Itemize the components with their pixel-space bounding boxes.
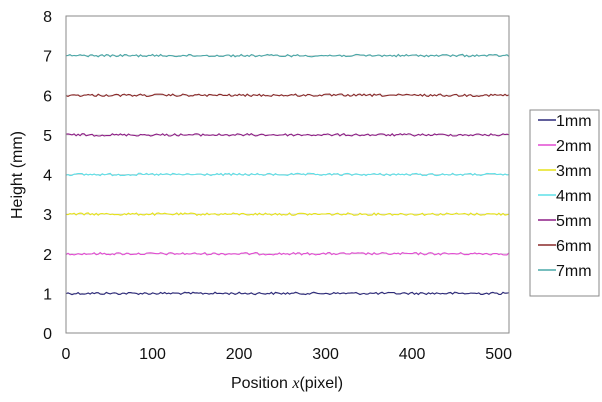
- y-tick-label: 6: [43, 88, 52, 105]
- legend-item-7mm: 7mm: [538, 263, 592, 280]
- plot-area-frame: [65, 15, 510, 334]
- x-tick-label: 300: [312, 346, 339, 363]
- legend-label: 1mm: [556, 113, 592, 130]
- series-line-7mm: [65, 53, 510, 58]
- legend-label: 5mm: [556, 213, 592, 230]
- legend-label: 4mm: [556, 188, 592, 205]
- x-tick-label: 100: [139, 346, 166, 363]
- legend-item-5mm: 5mm: [538, 213, 592, 230]
- y-tick-label: 3: [43, 207, 52, 224]
- legend-label: 2mm: [556, 138, 592, 155]
- series-line-5mm: [65, 133, 510, 137]
- x-axis-title: Position x(pixel): [231, 375, 343, 392]
- y-tick-label: 2: [43, 247, 52, 264]
- series-line-4mm: [65, 172, 510, 177]
- legend-label: 3mm: [556, 163, 592, 180]
- x-tick-label: 200: [226, 346, 253, 363]
- y-tick-label: 1: [43, 286, 52, 303]
- y-axis-title: Height (mm): [9, 131, 26, 219]
- x-tick-label: 400: [399, 346, 426, 363]
- legend-box: [529, 109, 600, 297]
- legend-item-1mm: 1mm: [538, 113, 592, 130]
- y-tick-label: 8: [43, 9, 52, 26]
- legend: 1mm 2mm 3mm 4mm 5mm 6mm 7mm: [529, 109, 600, 297]
- legend-item-2mm: 2mm: [538, 138, 592, 155]
- x-tick-label: 0: [62, 346, 71, 363]
- x-axis-title-variable: x: [291, 375, 299, 392]
- legend-item-3mm: 3mm: [538, 163, 592, 180]
- x-axis-title-suffix: (pixel): [299, 375, 343, 392]
- legend-label: 6mm: [556, 238, 592, 255]
- y-tick-label: 4: [43, 168, 52, 185]
- series-lines: [65, 53, 510, 296]
- legend-items: 1mm 2mm 3mm 4mm 5mm 6mm 7mm: [538, 113, 592, 280]
- legend-label: 7mm: [556, 263, 592, 280]
- series-line-6mm: [65, 93, 510, 98]
- legend-item-4mm: 4mm: [538, 188, 592, 205]
- y-axis-ticks: 0 1 2 3 4 5 6 7 8: [43, 9, 52, 343]
- x-tick-label: 500: [485, 346, 512, 363]
- series-line-1mm: [65, 291, 510, 296]
- legend-item-6mm: 6mm: [538, 238, 592, 255]
- x-axis-ticks: 0 100 200 300 400 500: [62, 346, 513, 363]
- y-tick-label: 7: [43, 49, 52, 66]
- y-tick-label: 0: [43, 326, 52, 343]
- x-axis-title-prefix: Position: [231, 375, 292, 392]
- y-tick-label: 5: [43, 128, 52, 145]
- series-line-3mm: [65, 212, 510, 216]
- series-line-2mm: [65, 251, 510, 256]
